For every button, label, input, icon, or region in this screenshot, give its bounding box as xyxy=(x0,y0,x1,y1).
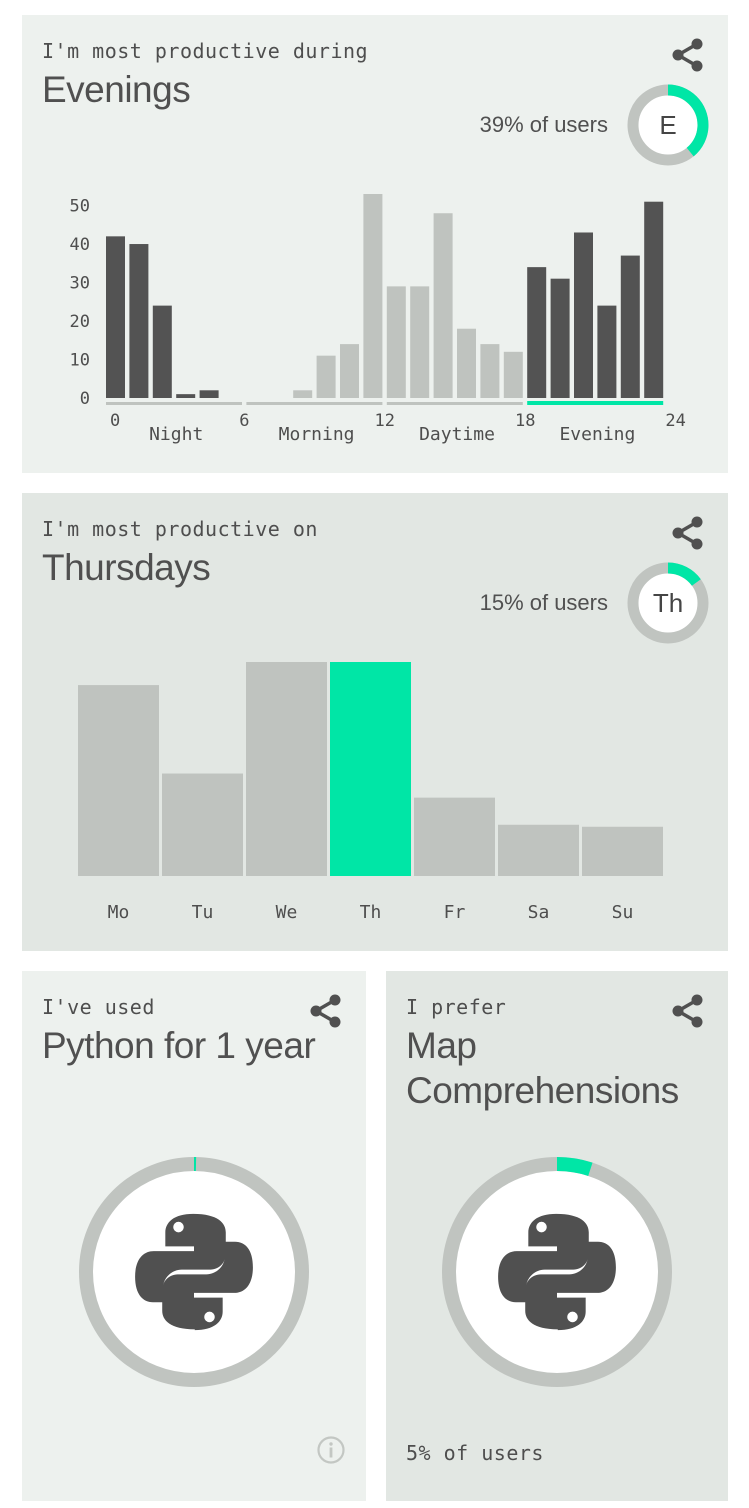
days-card: I'm most productive on Thursdays 15% of … xyxy=(22,493,728,951)
day-label: Tu xyxy=(192,902,214,923)
hours-badge-letter: E xyxy=(659,110,677,140)
hours-badge: E xyxy=(627,84,709,166)
hour-bar xyxy=(363,194,383,398)
day-label: Sa xyxy=(528,902,550,923)
hour-bar xyxy=(106,236,125,398)
info-icon[interactable] xyxy=(316,1435,346,1465)
day-label: Th xyxy=(360,902,382,923)
day-bar[interactable] xyxy=(162,773,243,876)
day-label: We xyxy=(276,902,298,923)
period-label[interactable]: Daytime xyxy=(419,424,495,445)
y-tick-label: 10 xyxy=(70,351,90,371)
hour-bar xyxy=(152,305,172,398)
python-logo-icon xyxy=(135,1213,253,1331)
hour-bar xyxy=(480,344,500,398)
days-percent-ring xyxy=(627,562,709,644)
hour-bar xyxy=(457,328,476,398)
y-tick-label: 0 xyxy=(80,389,90,409)
hour-bar xyxy=(316,355,336,398)
share-icon[interactable] xyxy=(308,993,342,1029)
y-tick-label: 50 xyxy=(70,197,90,217)
x-tick-label: 6 xyxy=(239,411,249,431)
day-bar[interactable] xyxy=(414,797,495,876)
hour-bar xyxy=(620,255,640,398)
hour-bar xyxy=(410,286,430,398)
hour-bar xyxy=(597,305,617,398)
pref-ring-progress xyxy=(442,1157,672,1387)
period-underline[interactable] xyxy=(386,402,523,405)
hour-bar xyxy=(644,201,664,398)
x-tick-label: 0 xyxy=(110,411,120,431)
days-headline: Thursdays xyxy=(42,547,211,588)
pref-headline-line2: Comprehensions xyxy=(406,1070,679,1111)
hours-percent-ring xyxy=(627,84,709,166)
hours-chart: 0 10 20 30 40 50 0 6 12 18 24 Night Morning Daytime Ev… xyxy=(70,194,686,445)
share-icon[interactable] xyxy=(670,993,704,1029)
hour-bar xyxy=(433,213,453,398)
python-kicker: I've used xyxy=(42,995,155,1019)
hour-bar xyxy=(199,390,219,398)
hour-bar xyxy=(129,244,149,398)
hour-bar xyxy=(574,232,593,398)
hours-percent-text: 39% of users xyxy=(479,112,608,137)
period-label[interactable]: Night xyxy=(149,424,203,445)
period-underline[interactable] xyxy=(246,402,383,405)
share-icon[interactable] xyxy=(670,515,704,551)
days-kicker: I'm most productive on xyxy=(42,517,318,541)
period-label[interactable]: Morning xyxy=(279,424,355,445)
day-bar[interactable] xyxy=(246,662,327,876)
python-logo-icon xyxy=(498,1213,616,1331)
days-badge: Th xyxy=(627,562,709,644)
hours-card: I'm most productive during Evenings 39% … xyxy=(22,15,728,473)
hours-headline: Evenings xyxy=(42,69,191,110)
hour-bar xyxy=(293,390,313,398)
hours-kicker: I'm most productive during xyxy=(42,39,369,63)
hour-bar xyxy=(527,267,547,398)
pref-headline-line1: Map xyxy=(406,1025,477,1066)
days-chart: Mo Tu We Th Fr Sa Su xyxy=(78,662,663,923)
hour-bar xyxy=(550,278,570,398)
day-label: Su xyxy=(612,902,634,923)
days-percent-text: 15% of users xyxy=(479,590,608,615)
day-bar[interactable] xyxy=(78,685,159,876)
hour-bar xyxy=(503,351,523,398)
python-headline: Python for 1 year xyxy=(42,1025,316,1066)
period-underline[interactable] xyxy=(527,401,664,405)
y-tick-label: 30 xyxy=(70,274,90,294)
day-bar[interactable] xyxy=(330,662,411,876)
python-ring xyxy=(78,1156,310,1388)
pref-kicker: I prefer xyxy=(406,995,507,1019)
preference-card: I prefer Map Comprehensions 5% of users xyxy=(386,971,728,1501)
day-bar[interactable] xyxy=(498,824,579,876)
days-badge-letter: Th xyxy=(652,588,684,618)
hour-bar xyxy=(176,394,196,398)
x-tick-label: 12 xyxy=(375,411,395,431)
hour-bar xyxy=(386,286,406,398)
day-label: Mo xyxy=(108,902,130,923)
x-tick-label: 18 xyxy=(515,411,535,431)
share-icon[interactable] xyxy=(670,37,704,73)
day-label: Fr xyxy=(444,902,466,923)
pref-percent-text: 5% of users xyxy=(406,1441,544,1465)
python-ring-progress xyxy=(79,1157,309,1387)
hour-bar xyxy=(340,344,359,398)
pref-ring xyxy=(441,1156,673,1388)
period-label[interactable]: Evening xyxy=(559,424,635,445)
y-tick-label: 20 xyxy=(70,312,90,332)
x-tick-label: 24 xyxy=(665,411,685,431)
day-bar[interactable] xyxy=(582,826,663,876)
period-underline[interactable] xyxy=(106,402,242,405)
python-experience-card: I've used Python for 1 year xyxy=(22,971,366,1501)
y-tick-label: 40 xyxy=(70,235,90,255)
